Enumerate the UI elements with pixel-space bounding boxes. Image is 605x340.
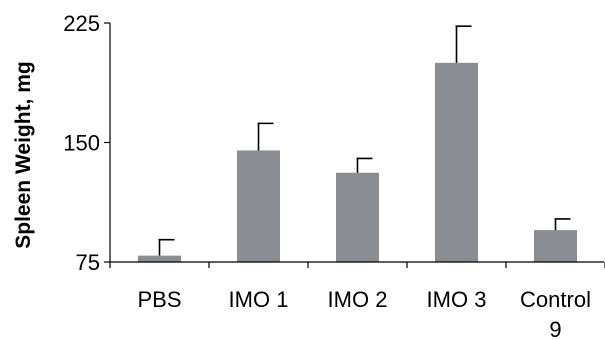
x-tick-label: PBS xyxy=(137,287,181,312)
error-bars-layer xyxy=(158,25,571,256)
axes-layer xyxy=(104,22,605,268)
error-bar-imo-1 xyxy=(257,122,274,151)
bar-imo-3 xyxy=(435,62,478,263)
error-bar-imo-2 xyxy=(356,157,373,173)
bar-imo-1 xyxy=(237,150,280,262)
y-tick-label: 225 xyxy=(63,11,100,36)
y-tick-label: 75 xyxy=(76,250,100,275)
y-tick-label: 150 xyxy=(63,131,100,156)
bars-layer xyxy=(138,62,577,263)
y-axis-title: Spleen Weight, mg xyxy=(12,61,35,248)
x-tick-label: IMO 1 xyxy=(229,287,289,312)
x-tick-label: IMO 3 xyxy=(427,287,487,312)
error-bar-imo-3 xyxy=(455,25,472,63)
labels-layer: PBS IMO 1 IMO 2 IMO 3 Control 9 75 150 225 xyxy=(63,11,591,340)
error-bar-pbs xyxy=(158,238,175,256)
error-bar-control-9 xyxy=(554,218,571,231)
bar-imo-2 xyxy=(336,172,379,262)
bar-control-9 xyxy=(534,230,577,262)
x-tick-label: Control 9 xyxy=(520,287,591,340)
bar-pbs xyxy=(138,255,181,262)
x-tick-label: IMO 2 xyxy=(328,287,388,312)
